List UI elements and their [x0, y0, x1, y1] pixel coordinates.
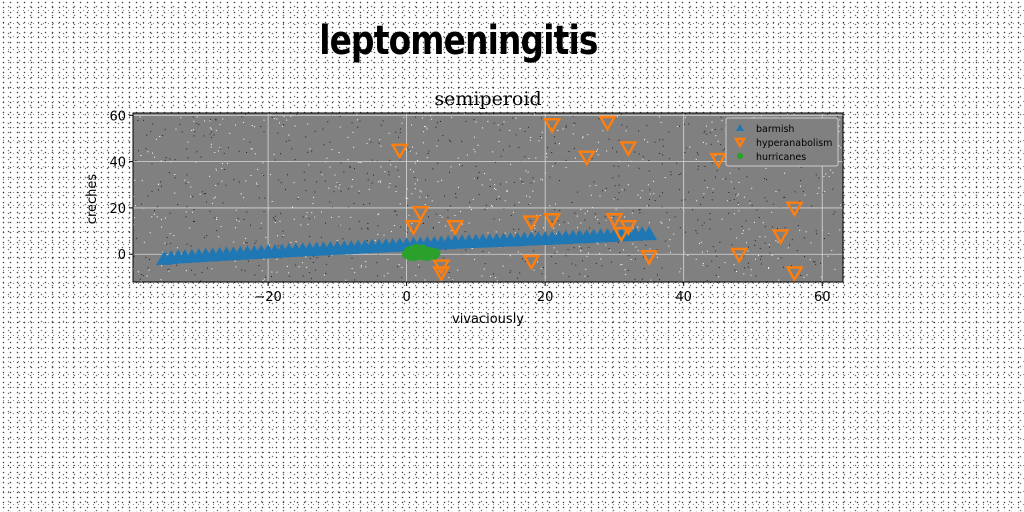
legend-marker: [736, 152, 744, 160]
series-1-point: [785, 266, 804, 283]
series-1-point: [598, 115, 617, 132]
series-1-point: [543, 118, 562, 134]
series-1-point: [543, 213, 562, 229]
series-1-point: [390, 143, 409, 160]
series-1-point: [619, 141, 638, 158]
legend-marker: [733, 137, 747, 149]
x-tick-label: 20: [537, 290, 554, 305]
y-axis-label: creches: [85, 174, 100, 225]
plot-area: −20 0 20 40 60 0 20 40 60 barmish hyperanabolism hu…: [109, 109, 844, 305]
series-1-point: [619, 219, 638, 236]
y-tick-label: 60: [109, 109, 126, 124]
figure-suptitle: leptomeningitis: [319, 18, 598, 64]
series-1-point: [522, 254, 541, 271]
y-tick-label: 20: [109, 202, 126, 217]
series-1-point: [522, 215, 541, 232]
series-1-point: [730, 247, 749, 264]
legend-label: hyperanabolism: [756, 138, 832, 149]
legend-label: barmish: [756, 124, 794, 135]
axes-frame: [132, 112, 844, 283]
y-tick-label: 0: [118, 248, 126, 263]
x-tick-label: −20: [254, 290, 281, 305]
series-1-point: [446, 219, 465, 236]
series-1-point: [404, 219, 423, 236]
series-1-point: [639, 250, 659, 266]
x-tick-label: 60: [814, 290, 831, 305]
series-1-point: [612, 226, 631, 243]
series-1-point: [605, 213, 624, 229]
x-tick-label: 0: [402, 290, 410, 305]
y-tick-label: 40: [109, 156, 126, 171]
series-2-point: [430, 248, 441, 258]
legend-marker: [736, 124, 744, 131]
legend-box: [725, 117, 839, 167]
x-axis-label: vivaciously: [452, 312, 524, 327]
series-2-point: [417, 244, 428, 254]
legend-label: hurricanes: [756, 152, 806, 163]
series-1-point: [432, 266, 451, 283]
series-1-point: [785, 201, 804, 218]
series-1-point: [411, 206, 430, 222]
series-1-point: [709, 152, 728, 169]
chart-title: semiperoid: [434, 88, 541, 110]
series-0-point: [641, 226, 658, 241]
axes-noise: [133, 113, 844, 283]
series-1-point: [577, 150, 596, 167]
series-1-point: [771, 229, 790, 246]
x-tick-label: 40: [675, 290, 692, 305]
